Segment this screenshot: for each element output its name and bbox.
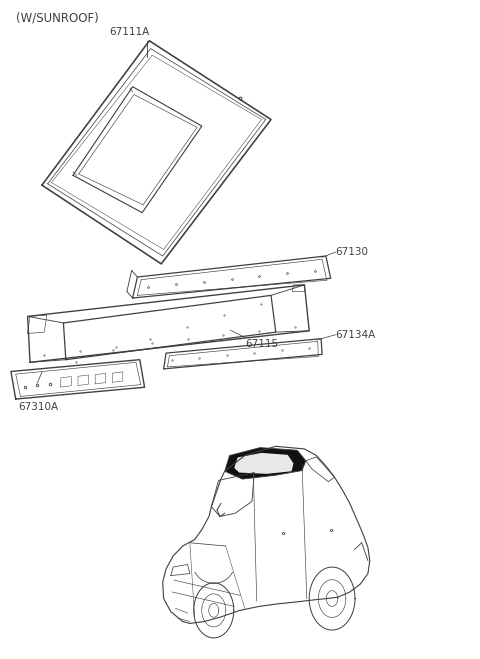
Text: (W/SUNROOF): (W/SUNROOF) (16, 11, 98, 24)
Polygon shape (225, 447, 306, 479)
Text: 67134A: 67134A (336, 330, 376, 340)
Text: 67310A: 67310A (18, 402, 58, 412)
Text: 67115: 67115 (245, 339, 278, 349)
Polygon shape (234, 453, 293, 474)
Text: 67130: 67130 (336, 247, 369, 257)
Text: 67111A: 67111A (109, 28, 149, 38)
